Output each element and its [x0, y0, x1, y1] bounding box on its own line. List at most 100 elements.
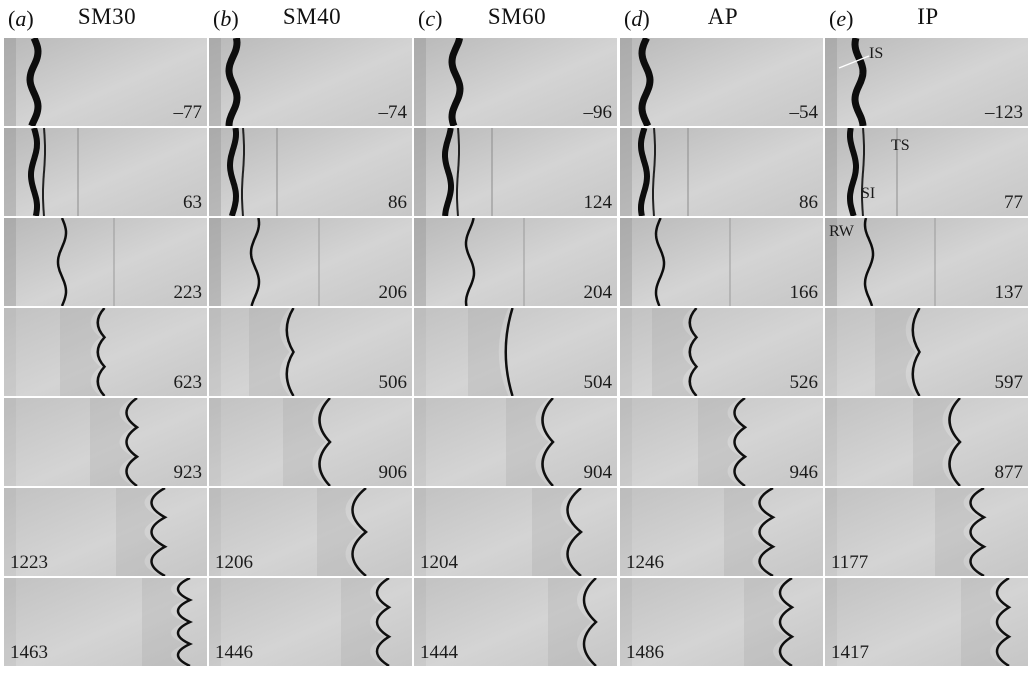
mixing-zone: [961, 578, 1005, 666]
mixing-zone: [548, 578, 592, 666]
mixing-zone: [341, 578, 385, 666]
mixing-zone: [652, 308, 693, 396]
interface-scallop: [582, 578, 598, 666]
flow-image: [620, 398, 823, 486]
left-wall-shading: [209, 128, 221, 216]
time-label: 1204: [420, 552, 458, 573]
mixing-zone: [249, 308, 290, 396]
image-panel-sm40-6: 1206: [209, 488, 412, 576]
mixing-zone: [724, 488, 769, 576]
image-panel-sm30-7: 1463: [4, 578, 207, 666]
column-header-ip: (e) IP: [825, 2, 1031, 36]
left-wall-shading: [4, 38, 16, 126]
left-wall-shading: [4, 398, 16, 486]
flow-image: [825, 128, 1028, 216]
time-label: 1177: [831, 552, 869, 573]
time-label: 63: [183, 192, 202, 213]
panel-background: [4, 398, 207, 486]
panel-background: [209, 488, 412, 576]
image-panel-ip-7: 1417: [825, 578, 1028, 666]
interface-line: [654, 218, 666, 306]
time-label: 1463: [10, 642, 48, 663]
column-header-sm40: (b) SM40: [209, 2, 415, 36]
flow-image: [414, 488, 617, 576]
image-panel-sm40-7: 1446: [209, 578, 412, 666]
time-label: 504: [583, 372, 613, 393]
left-wall-shading: [414, 398, 426, 486]
column-tag: (a): [8, 6, 34, 31]
image-panel-sm30-3: 223: [4, 218, 207, 306]
image-panel-ip-2: 77 TS SI: [825, 128, 1028, 216]
column-title: IP: [917, 4, 939, 29]
column-header-ap: (d) AP: [620, 2, 826, 36]
mixing-zone: [116, 488, 161, 576]
image-panel-ap-5: 946: [620, 398, 823, 486]
time-label: 1444: [420, 642, 458, 663]
left-wall-shading: [825, 578, 837, 666]
image-panel-sm30-2: 63: [4, 128, 207, 216]
time-label: 1246: [626, 552, 664, 573]
image-panel-ap-6: 1246: [620, 488, 823, 576]
flow-image: [414, 578, 617, 666]
column-tag: (e): [829, 6, 854, 31]
interface-line: [26, 38, 42, 126]
image-panel-sm60-3: 204: [414, 218, 617, 306]
panel-background: [414, 308, 617, 396]
image-panel-sm60-7: 1444: [414, 578, 617, 666]
image-panel-sm30-6: 1223: [4, 488, 207, 576]
left-wall-shading: [825, 308, 837, 396]
interface-scallop: [504, 308, 514, 396]
image-panel-sm60-2: 124: [414, 128, 617, 216]
image-panel-ap-7: 1486: [620, 578, 823, 666]
interface-line: [226, 128, 240, 216]
flow-image: [825, 308, 1028, 396]
left-wall-shading: [620, 488, 632, 576]
interface-line: [638, 38, 654, 126]
time-label: 1206: [215, 552, 253, 573]
image-panel-sm60-4: 504: [414, 308, 617, 396]
interface-line: [56, 218, 68, 306]
column-title: SM30: [77, 4, 137, 29]
interface-line: [448, 38, 464, 126]
left-wall-shading: [414, 488, 426, 576]
panel-background: [209, 218, 412, 306]
column-title: AP: [707, 4, 739, 29]
flow-image: [4, 398, 207, 486]
left-wall-shading: [4, 488, 16, 576]
interface-scallop: [125, 398, 140, 486]
left-wall-shading: [209, 578, 221, 666]
mixing-zone: [60, 308, 101, 396]
interface-line: [464, 218, 476, 306]
image-panel-sm60-1: –96: [414, 38, 617, 126]
secondary-shock-line: [456, 128, 460, 216]
flow-image: [825, 398, 1028, 486]
mixing-zone: [142, 578, 186, 666]
time-label: 1446: [215, 642, 253, 663]
left-wall-shading: [620, 398, 632, 486]
interface-line: [442, 128, 454, 216]
flow-image: [620, 218, 823, 306]
flow-image: [825, 38, 1028, 126]
left-wall-shading: [620, 218, 632, 306]
time-label: 1223: [10, 552, 48, 573]
interface-scallop: [948, 398, 962, 486]
flow-image: [4, 578, 207, 666]
flow-image: [209, 578, 412, 666]
time-label: 166: [789, 282, 819, 303]
secondary-shock-line: [861, 128, 865, 216]
annotation-ts: TS: [891, 137, 910, 154]
panel-background: [825, 128, 1028, 216]
interface-line: [638, 128, 651, 216]
image-panel-sm40-1: –74: [209, 38, 412, 126]
image-panel-sm40-4: 506: [209, 308, 412, 396]
time-label: 906: [378, 462, 408, 483]
mixing-zone: [317, 488, 362, 576]
left-wall-shading: [414, 128, 426, 216]
panel-background: [209, 128, 412, 216]
interface-line: [249, 218, 261, 306]
panel-background: [825, 578, 1028, 666]
mixing-zone: [744, 578, 788, 666]
annotation-arrow: [838, 55, 870, 69]
time-label: 904: [583, 462, 613, 483]
